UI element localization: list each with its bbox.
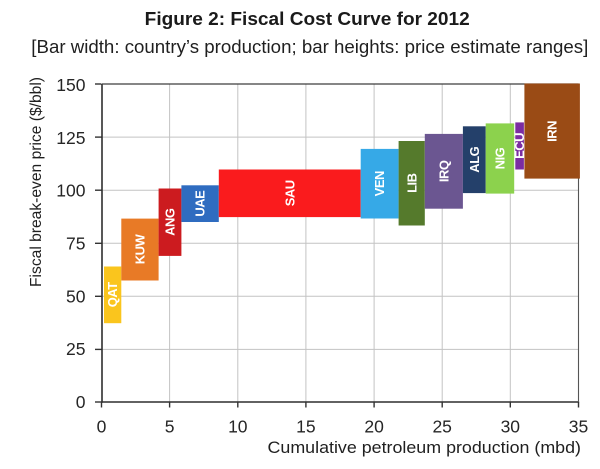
svg-text:Figure 2: Fiscal Cost Curve fo: Figure 2: Fiscal Cost Curve for 2012 bbox=[145, 8, 470, 29]
svg-text:[Bar width: country’s producti: [Bar width: country’s production; bar he… bbox=[31, 37, 588, 57]
svg-text:Cumulative petroleum productio: Cumulative petroleum production (mbd) bbox=[268, 439, 582, 457]
svg-text:150: 150 bbox=[56, 75, 85, 95]
svg-text:KUW: KUW bbox=[133, 233, 148, 264]
svg-text:ECU: ECU bbox=[512, 133, 527, 159]
svg-text:Fiscal break-even price ($/bbl: Fiscal break-even price ($/bbl) bbox=[28, 77, 45, 287]
svg-text:NIG: NIG bbox=[493, 147, 508, 169]
svg-text:IRN: IRN bbox=[545, 121, 560, 142]
svg-text:35: 35 bbox=[569, 416, 588, 436]
svg-text:UAE: UAE bbox=[193, 190, 208, 217]
svg-text:25: 25 bbox=[432, 416, 451, 436]
svg-text:50: 50 bbox=[66, 286, 86, 306]
svg-text:75: 75 bbox=[66, 234, 85, 254]
svg-text:100: 100 bbox=[56, 181, 85, 201]
svg-text:VEN: VEN bbox=[372, 171, 387, 196]
svg-text:20: 20 bbox=[364, 416, 384, 436]
svg-text:10: 10 bbox=[228, 416, 248, 436]
svg-text:0: 0 bbox=[76, 392, 86, 412]
svg-text:QAT: QAT bbox=[105, 282, 120, 308]
svg-text:IRQ: IRQ bbox=[436, 160, 451, 182]
svg-text:25: 25 bbox=[66, 339, 85, 359]
svg-text:LIB: LIB bbox=[404, 173, 419, 193]
svg-text:0: 0 bbox=[97, 416, 107, 436]
svg-text:5: 5 bbox=[165, 416, 175, 436]
svg-text:SAU: SAU bbox=[282, 180, 297, 206]
svg-text:30: 30 bbox=[501, 416, 521, 436]
svg-text:125: 125 bbox=[56, 128, 85, 148]
svg-text:ANG: ANG bbox=[163, 208, 178, 236]
svg-text:ALG: ALG bbox=[467, 146, 482, 172]
svg-text:15: 15 bbox=[296, 416, 315, 436]
